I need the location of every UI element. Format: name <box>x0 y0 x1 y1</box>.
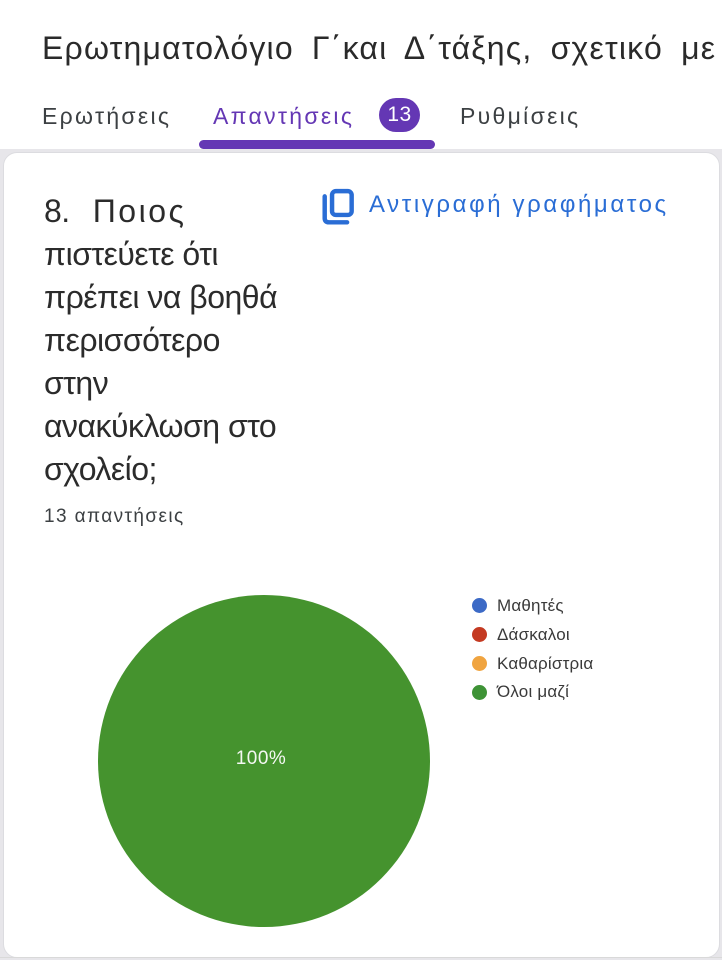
svg-text:100%: 100% <box>236 748 287 769</box>
